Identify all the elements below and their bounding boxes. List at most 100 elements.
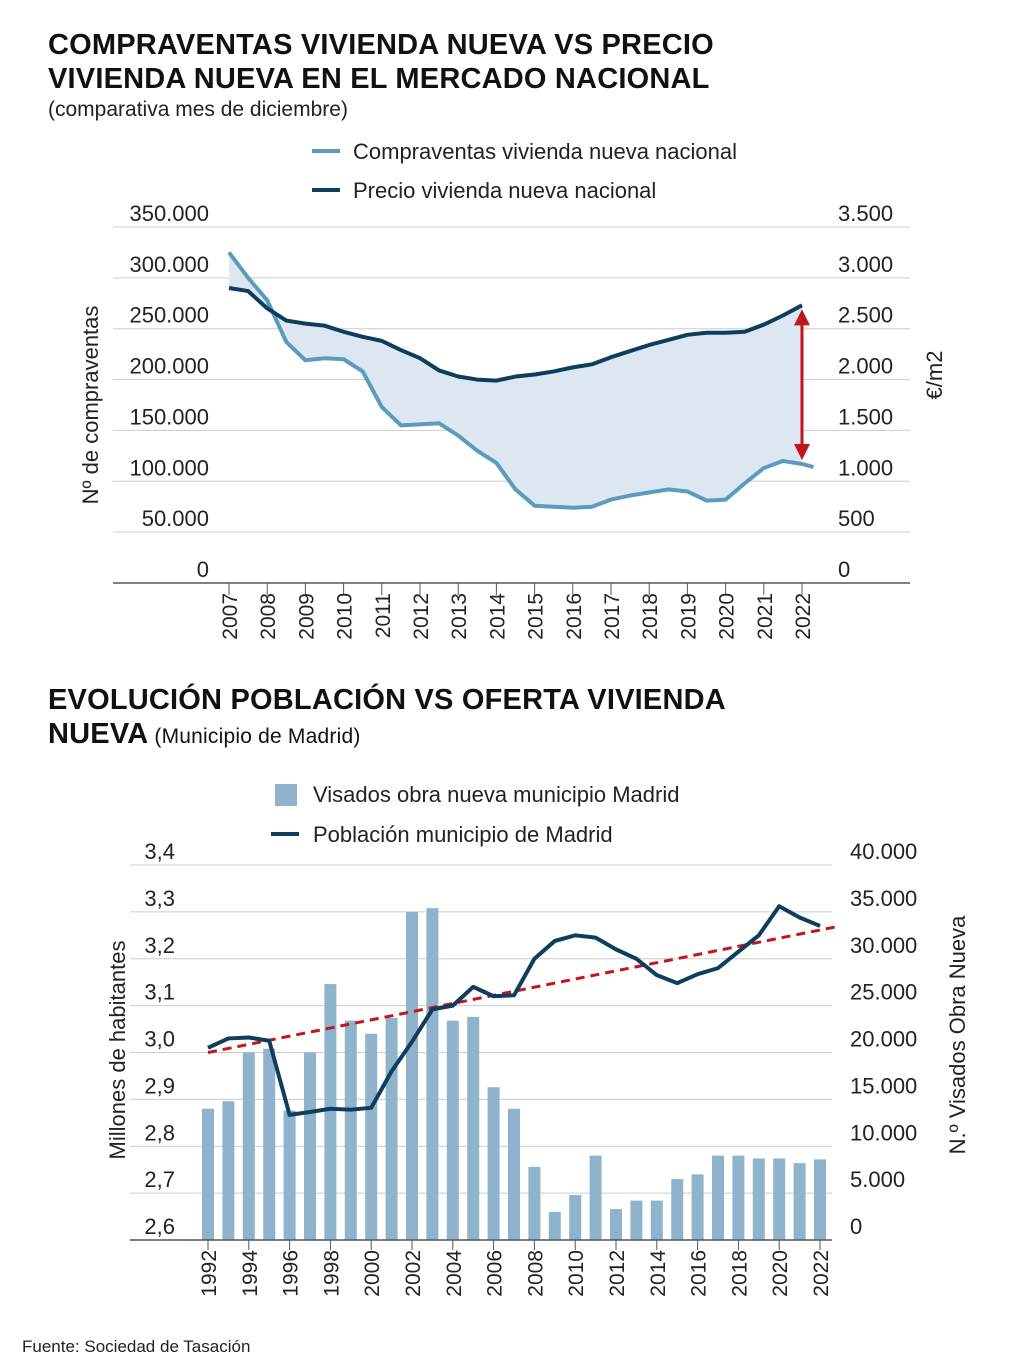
- x-tick-label: 2020: [769, 1250, 792, 1297]
- chart2-title: EVOLUCIÓN POBLACIÓN VS OFERTA VIVIENDA N…: [48, 683, 726, 754]
- x-tick-label: 1998: [320, 1250, 343, 1297]
- y-right-tick-label: 40.000: [850, 839, 917, 864]
- y-right-tick-label: 35.000: [850, 886, 917, 911]
- x-tick-label: 2009: [295, 593, 318, 640]
- x-tick-label: 2022: [810, 1250, 833, 1297]
- source-note: Fuente: Sociedad de Tasación: [22, 1337, 251, 1356]
- y-right-tick-label: 30.000: [850, 933, 917, 958]
- legend-label-visados: Visados obra nueva municipio Madrid: [313, 782, 679, 807]
- bar-visados: [344, 1020, 357, 1240]
- chart1-svg: Compraventas vivienda nueva nacional Prec…: [78, 139, 947, 640]
- bar-visados: [304, 1052, 316, 1240]
- chart1-title-line1: COMPRAVENTAS VIVIENDA NUEVA VS PRECIO: [48, 29, 714, 61]
- y-left-tick-label: 100.000: [129, 455, 209, 480]
- y-right-tick-label: 1.000: [838, 455, 893, 480]
- x-tick-label: 2000: [361, 1250, 384, 1297]
- y-right-tick-label: 0: [850, 1214, 862, 1239]
- y-right-tick-label: 10.000: [850, 1120, 917, 1145]
- x-tick-label: 2002: [402, 1250, 425, 1297]
- x-tick-label: 2004: [443, 1250, 466, 1297]
- y-right-tick-label: 0: [838, 557, 850, 582]
- x-tick-label: 2014: [486, 593, 509, 640]
- x-tick-label: 2019: [677, 593, 700, 640]
- bar-visados: [610, 1209, 622, 1240]
- chart2-title-line1: EVOLUCIÓN POBLACIÓN VS OFERTA VIVIENDA: [48, 684, 726, 716]
- bar-visados: [446, 1020, 459, 1240]
- x-tick-label: 2012: [410, 593, 433, 640]
- y-left-tick-label: 3,1: [144, 980, 175, 1005]
- x-tick-label: 2016: [688, 1250, 711, 1297]
- y-left-tick-label: 250.000: [129, 303, 209, 328]
- y-right-tick-label: 20.000: [850, 1027, 917, 1052]
- bar-visados: [528, 1166, 541, 1240]
- legend-label-precio: Precio vivienda nueva nacional: [353, 178, 656, 203]
- chart1-title: COMPRAVENTAS VIVIENDA NUEVA VS PRECIO VI…: [48, 28, 714, 96]
- x-tick-label: 2018: [728, 1250, 751, 1297]
- x-tick-label: 2006: [484, 1250, 507, 1297]
- bar-visados: [773, 1158, 786, 1240]
- legend-label-poblacion: Población municipio de Madrid: [313, 822, 613, 847]
- series-line-precio: [228, 286, 803, 383]
- bar-visados: [589, 1155, 602, 1240]
- bar-visados: [569, 1195, 582, 1240]
- y-right-tick-label: 1.500: [838, 404, 893, 429]
- y-left-axis-label: Nº de compraventas: [78, 306, 103, 505]
- x-tick-label: 2020: [716, 593, 739, 640]
- gap-arrow-head-bottom: [794, 443, 810, 460]
- bar-visados: [508, 1108, 520, 1240]
- chart2-title-line2: NUEVA (Municipio de Madrid): [48, 717, 726, 754]
- bar-visados: [365, 1033, 378, 1240]
- legend-swatch-visados: [275, 784, 297, 806]
- gap-arrow-head-top: [794, 309, 810, 326]
- x-tick-label: 2012: [606, 1250, 629, 1297]
- x-tick-label: 2007: [219, 593, 242, 640]
- bar-visados: [671, 1179, 684, 1240]
- y-right-tick-label: 25.000: [850, 980, 917, 1005]
- chart2-title-bold: NUEVA: [48, 718, 149, 750]
- bar-visados: [385, 1017, 398, 1240]
- chart2-subtitle: (Municipio de Madrid): [148, 725, 361, 748]
- x-tick-label: 1996: [280, 1250, 303, 1297]
- chart2-svg: Visados obra nueva municipio Madrid Pobla…: [105, 782, 970, 1297]
- bar-visados: [814, 1159, 826, 1240]
- bar-visados: [712, 1155, 724, 1240]
- bar-visados: [324, 984, 337, 1240]
- series-line-poblacion: [207, 904, 821, 1117]
- y-left-tick-label: 2,7: [144, 1167, 175, 1192]
- gap-shaded-area: [229, 252, 802, 508]
- x-tick-label: 2008: [257, 593, 280, 640]
- chart1-title-line2: VIVIENDA NUEVA EN EL MERCADO NACIONAL: [48, 63, 710, 95]
- bar-visados: [793, 1163, 806, 1240]
- x-tick-label: 2022: [792, 593, 815, 640]
- y-right-tick-label: 2.000: [838, 354, 893, 379]
- x-tick-label: 1992: [198, 1250, 221, 1297]
- bar-visados: [752, 1158, 765, 1240]
- y-left-tick-label: 3,2: [144, 933, 175, 958]
- bar-visados: [548, 1211, 561, 1240]
- x-tick-label: 2008: [524, 1250, 547, 1297]
- y-left-tick-label: 350.000: [129, 201, 209, 226]
- y-right-axis-label: €/m2: [922, 351, 947, 400]
- bar-visados: [263, 1048, 276, 1240]
- bar-visados: [202, 1108, 214, 1240]
- trendline: [207, 924, 841, 1054]
- series-line-compraventas: [227, 251, 814, 510]
- y-left-tick-label: 300.000: [129, 252, 209, 277]
- bar-visados: [487, 1087, 500, 1240]
- y-left-tick-label: 50.000: [142, 506, 209, 531]
- x-tick-label: 2016: [563, 593, 586, 640]
- y-left-tick-label: 3,3: [144, 886, 175, 911]
- bar-visados: [467, 1016, 480, 1240]
- y-left-tick-label: 150.000: [129, 404, 209, 429]
- y-right-tick-label: 3.500: [838, 201, 893, 226]
- y-left-tick-label: 200.000: [129, 354, 209, 379]
- x-tick-label: 2014: [647, 1250, 670, 1297]
- y-left-axis-label: Millones de habitantes: [105, 941, 130, 1160]
- y-left-tick-label: 0: [197, 557, 209, 582]
- x-tick-label: 2013: [448, 593, 471, 640]
- x-tick-label: 2015: [525, 593, 548, 640]
- x-tick-label: 1994: [239, 1250, 262, 1297]
- y-right-tick-label: 2.500: [838, 303, 893, 328]
- y-left-tick-label: 2,6: [144, 1214, 175, 1239]
- bar-visados: [732, 1155, 745, 1240]
